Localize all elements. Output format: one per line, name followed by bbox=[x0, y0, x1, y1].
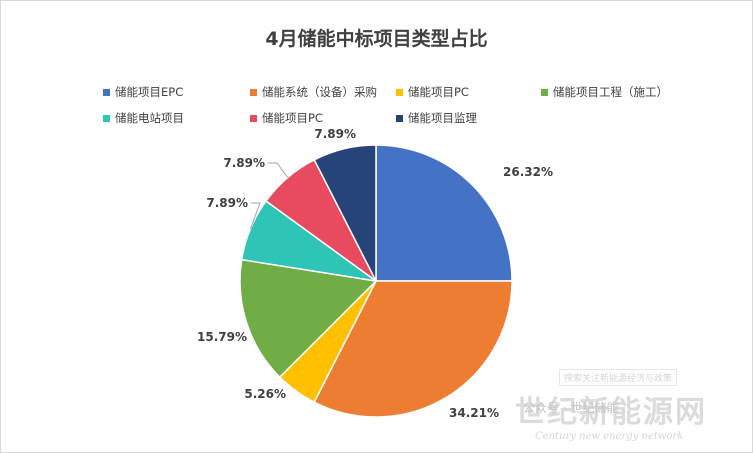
legend-label: 储能项目PC bbox=[408, 85, 469, 99]
pie-slice[interactable] bbox=[375, 144, 513, 282]
legend-item[interactable]: 储能项目PC bbox=[250, 110, 323, 126]
legend-label: 储能项目PC bbox=[262, 111, 323, 125]
slice-value-label: 26.32% bbox=[503, 165, 553, 179]
slice-value-label: 7.89% bbox=[314, 127, 356, 141]
slice-value-label: 15.79% bbox=[197, 330, 247, 344]
pie-slice[interactable] bbox=[313, 144, 377, 282]
legend-item[interactable]: 储能系统（设备）采购 bbox=[250, 84, 377, 100]
slice-value-label: 7.89% bbox=[206, 196, 248, 210]
legend-item[interactable]: 储能项目EPC bbox=[103, 84, 183, 100]
pie-slice[interactable] bbox=[313, 280, 513, 418]
legend-swatch bbox=[250, 88, 257, 96]
legend-label: 储能电站项目 bbox=[115, 111, 184, 125]
pie-slice[interactable] bbox=[239, 258, 378, 379]
leader-line bbox=[249, 202, 261, 230]
legend-item[interactable]: 储能项目PC bbox=[396, 84, 469, 100]
legend-item[interactable]: 储能项目监理 bbox=[396, 110, 477, 126]
slice-value-label: 7.89% bbox=[223, 156, 265, 170]
legend-label: 储能系统（设备）采购 bbox=[262, 85, 377, 99]
legend-swatch bbox=[396, 114, 403, 122]
slice-value-label: 5.26% bbox=[244, 387, 286, 401]
watermark-main-text: 世纪新能源网 bbox=[515, 395, 707, 430]
chart-legend: 储能项目EPC 储能系统（设备）采购 储能项目PC 储能项目工程（施工） 储能电站项目储… bbox=[0, 0, 753, 130]
watermark-sub-text: 公众号 · 世纪储能 bbox=[523, 401, 619, 415]
leader-line bbox=[268, 162, 289, 178]
legend-swatch bbox=[103, 114, 110, 122]
legend-item[interactable]: 储能项目工程（施工） bbox=[541, 84, 668, 100]
legend-swatch bbox=[396, 88, 403, 96]
legend-swatch bbox=[250, 114, 257, 122]
legend-label: 储能项目EPC bbox=[115, 85, 184, 99]
chart-title: 4月储能中标项目类型占比 bbox=[265, 28, 488, 50]
legend-swatch bbox=[541, 88, 548, 96]
slice-value-label: 34.21% bbox=[449, 406, 499, 420]
watermark: 搜索关注新能源经济与政策 世纪新能源网 公众号 · 世纪储能 Century n… bbox=[515, 369, 745, 449]
legend-label: 储能项目监理 bbox=[408, 111, 477, 125]
legend-label: 储能项目工程（施工） bbox=[553, 85, 668, 99]
watermark-top-text: 搜索关注新能源经济与政策 bbox=[559, 369, 678, 386]
legend-swatch bbox=[103, 88, 110, 96]
watermark-english-text: Century new energy network bbox=[535, 431, 684, 442]
legend-item[interactable]: 储能电站项目 bbox=[103, 110, 184, 126]
